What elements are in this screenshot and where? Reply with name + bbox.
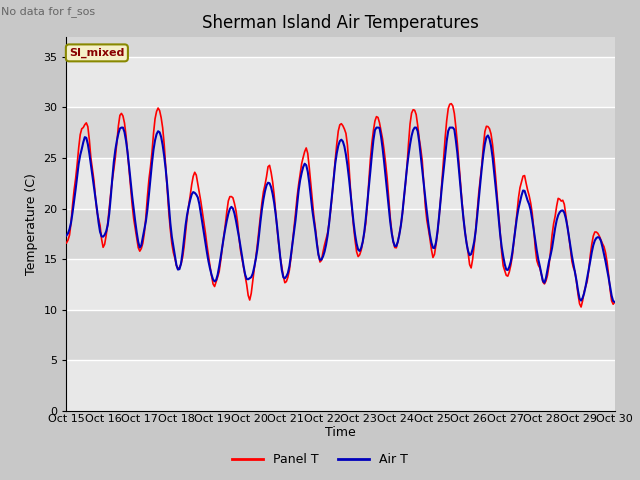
Legend: Panel T, Air T: Panel T, Air T [227, 448, 413, 471]
Y-axis label: Temperature (C): Temperature (C) [25, 173, 38, 275]
Bar [67, 57, 614, 108]
X-axis label: Time: Time [325, 426, 356, 440]
Text: SI_mixed: SI_mixed [69, 48, 125, 58]
Bar [67, 158, 614, 208]
Bar [67, 259, 614, 310]
Bar [67, 360, 614, 411]
Text: No data for f_sos: No data for f_sos [1, 7, 95, 17]
Title: Sherman Island Air Temperatures: Sherman Island Air Temperatures [202, 14, 479, 32]
